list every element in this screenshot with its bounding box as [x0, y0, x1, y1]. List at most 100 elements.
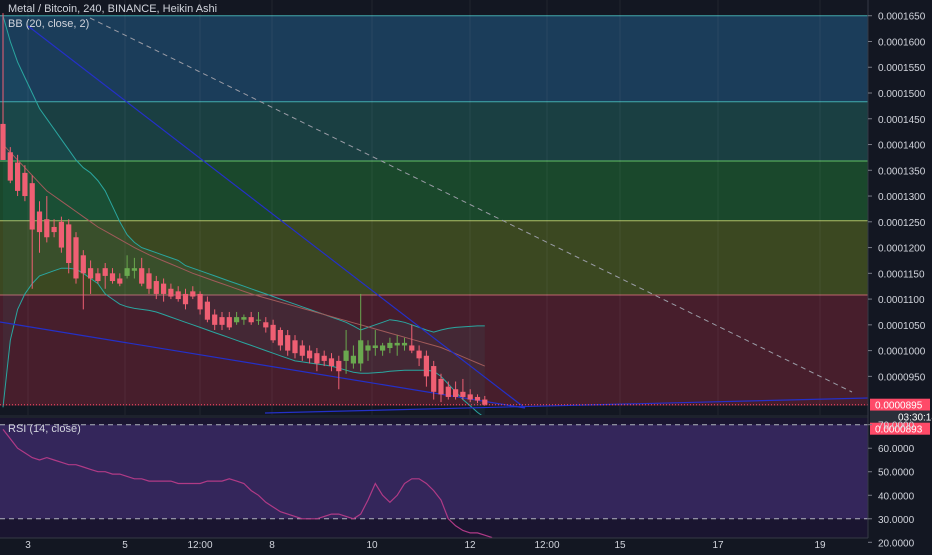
candle-body [328, 358, 335, 367]
bb-legend[interactable]: BB (20, close, 2) [8, 18, 90, 30]
candle-body [51, 226, 57, 233]
time-tick-label: 5 [122, 540, 128, 550]
candle-body [73, 237, 79, 279]
candle-body [117, 278, 123, 284]
time-tick-label: 12 [464, 540, 476, 550]
rsi-tick-label: 70.0000 [878, 421, 915, 432]
price-tick-label: 0.0001550 [878, 63, 926, 74]
candle-body [474, 396, 481, 401]
time-tick-label: 8 [269, 540, 275, 550]
fib-zone [0, 161, 868, 221]
candle-body [372, 345, 378, 349]
price-tick-label: 0.0001600 [878, 37, 926, 48]
price-tick-label: 0.0001050 [878, 321, 926, 332]
candle-body [95, 273, 101, 282]
rsi-tick-label: 20.0000 [878, 538, 915, 549]
candle-body [387, 342, 393, 349]
candles [0, 13, 488, 406]
candle-body [234, 317, 240, 323]
candle-body [401, 342, 408, 346]
symbol-legend[interactable]: Metal / Bitcoin, 240, BINANCE, Heikin As… [8, 3, 218, 15]
price-tick-label: 0.0001350 [878, 166, 926, 177]
candle-body [7, 152, 13, 181]
price-tick-label: 0.0001150 [878, 269, 925, 280]
time-tick-label: 19 [814, 540, 826, 550]
candle-body [88, 268, 94, 279]
low-price-tag [870, 422, 930, 435]
rsi-pane [0, 418, 868, 539]
rsi-band [0, 424, 868, 519]
trendline-base[interactable] [264, 397, 869, 414]
candle-body [285, 335, 291, 351]
candle-body [270, 324, 276, 341]
countdown-label: 03:30:18 [898, 413, 932, 424]
rsi-line [2, 429, 493, 539]
candle-body [29, 183, 35, 230]
candle-body [460, 391, 466, 397]
rsi-tick-label: 40.0000 [878, 491, 915, 502]
price-tick-label: 0.0000950 [878, 372, 926, 383]
fib-zone [0, 15, 868, 102]
candle-body [36, 211, 43, 233]
price-tick-label: 0.0001000 [878, 347, 926, 358]
candle-body [197, 293, 203, 310]
time-tick-label: 17 [712, 540, 724, 550]
candle-body [168, 288, 174, 297]
bb-upper-line [2, 15, 485, 333]
candle-body [182, 293, 189, 305]
candle-body [102, 268, 108, 276]
candle-body [255, 319, 262, 321]
time-tick-label: 15 [614, 540, 626, 550]
candle-body [146, 273, 152, 289]
price-tick-label: 0.0001300 [878, 192, 926, 203]
fib-zone [0, 101, 868, 162]
fib-zones [0, 15, 868, 406]
trendline-lower[interactable] [0, 321, 526, 409]
candle-body [44, 219, 50, 238]
candle-body [131, 268, 137, 271]
trendlines[interactable] [0, 17, 869, 414]
last-price-tag [870, 398, 930, 411]
rsi-tick-label: 30.0000 [878, 515, 915, 526]
candle-body [190, 291, 196, 297]
rsi-legend[interactable]: RSI (14, close) [8, 423, 81, 435]
candle-body [453, 389, 459, 397]
candle-body [423, 355, 429, 377]
candle-body [66, 224, 72, 264]
candle-body [139, 268, 145, 284]
price-tick-label: 0.0001250 [878, 218, 926, 229]
candle-body [467, 394, 473, 400]
trendline-upper[interactable] [27, 25, 526, 409]
candle-body [394, 342, 400, 346]
price-tick-label: 0.0001400 [878, 141, 926, 152]
candle-body [175, 291, 181, 300]
bb-fill [3, 15, 485, 418]
low-price-label: 0.0000893 [875, 425, 923, 436]
bb-basis-line [2, 144, 485, 367]
candle-body [263, 322, 269, 328]
candle-body [358, 340, 364, 364]
candle-body [15, 162, 21, 191]
time-axis-bg [0, 538, 868, 550]
candle-body [80, 255, 86, 274]
candle-body [321, 355, 327, 361]
price-tick-label: 0.0001500 [878, 89, 926, 100]
trendline-dashed[interactable] [89, 17, 853, 393]
candle-body [409, 345, 415, 351]
candle-body [314, 353, 320, 364]
price-tick-label: 0.0001650 [878, 12, 926, 23]
candle-body [153, 281, 159, 294]
candle-body [350, 355, 356, 364]
candle-body [219, 317, 225, 325]
candle-body [0, 123, 6, 160]
candle-body [22, 172, 28, 197]
candle-body [445, 386, 451, 397]
price-tick-label: 0.0001200 [878, 244, 926, 255]
candle-body [248, 317, 254, 323]
candle-body [343, 350, 349, 361]
candle-body [109, 273, 116, 282]
rsi-tick-label: 60.0000 [878, 444, 915, 455]
